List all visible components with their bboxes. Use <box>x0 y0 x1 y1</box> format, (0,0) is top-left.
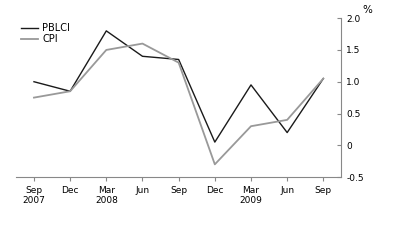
CPI <box>140 42 145 45</box>
CPI <box>176 61 181 64</box>
PBLCI <box>140 55 145 58</box>
PBLCI <box>68 90 73 93</box>
CPI <box>68 90 73 93</box>
CPI <box>104 49 109 51</box>
Legend: PBLCI, CPI: PBLCI, CPI <box>21 23 70 44</box>
CPI <box>249 125 253 128</box>
CPI <box>212 163 217 166</box>
PBLCI <box>249 84 253 86</box>
Y-axis label: %: % <box>362 5 372 15</box>
PBLCI <box>176 58 181 61</box>
CPI <box>285 118 289 121</box>
CPI <box>321 77 326 80</box>
CPI <box>32 96 37 99</box>
Line: CPI: CPI <box>34 44 323 164</box>
Line: PBLCI: PBLCI <box>34 31 323 142</box>
PBLCI <box>212 141 217 143</box>
PBLCI <box>32 80 37 83</box>
PBLCI <box>104 30 109 32</box>
PBLCI <box>285 131 289 134</box>
PBLCI <box>321 77 326 80</box>
